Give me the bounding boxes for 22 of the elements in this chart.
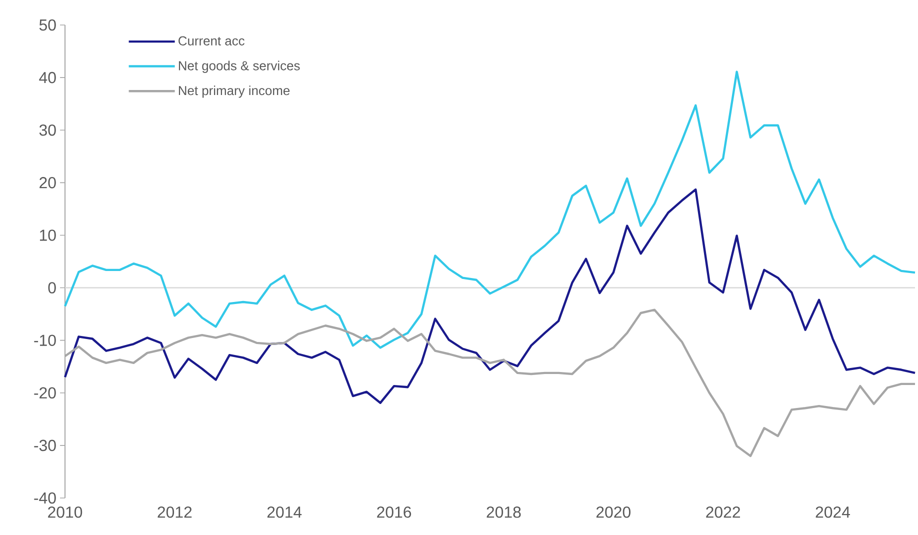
legend-label: Net goods & services — [178, 60, 300, 73]
y-tick-label: 10 — [40, 230, 56, 241]
x-tick-label: 2010 — [48, 506, 82, 518]
y-tick-label: -30 — [34, 440, 56, 452]
x-tick-label: 2014 — [267, 506, 302, 518]
y-tick-label: 30 — [39, 124, 56, 136]
legend-label: Net primary income — [178, 86, 290, 98]
line-series — [64, 188, 916, 404]
y-tick-label: -40 — [34, 492, 56, 504]
x-tick-label: 2024 — [816, 506, 850, 518]
y-tick-label: -20 — [34, 387, 56, 399]
y-tick-label: 50 — [39, 19, 56, 31]
x-tick-label: 2012 — [158, 506, 192, 518]
x-tick-label: 2018 — [486, 506, 521, 518]
y-tick-label: 0 — [48, 282, 56, 294]
y-tick-label: 40 — [39, 72, 56, 84]
y-tick-label: 20 — [40, 177, 56, 188]
legend-label: Current acc — [178, 36, 244, 46]
x-tick-label: 2016 — [377, 506, 412, 518]
x-tick-label: 2022 — [706, 506, 740, 518]
y-tick-label: -10 — [34, 334, 56, 346]
x-tick-label: 2020 — [596, 506, 630, 518]
